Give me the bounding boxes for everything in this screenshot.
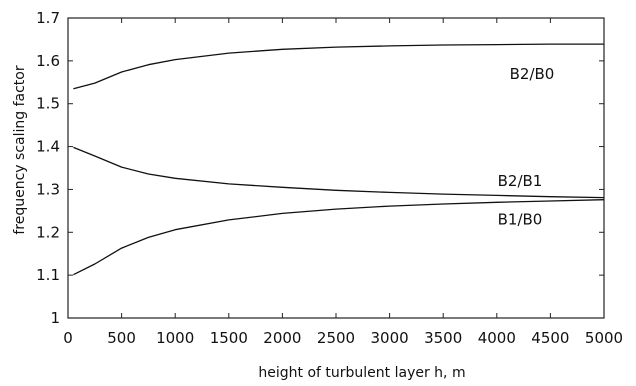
- y-tick-label: 1.5: [36, 95, 60, 113]
- y-tick-label: 1.7: [36, 9, 60, 27]
- x-tick-label: 2000: [263, 329, 301, 347]
- y-tick-label: 1.6: [36, 52, 60, 70]
- series-label-2: B1/B0: [498, 210, 543, 228]
- y-tick-label: 1.4: [36, 138, 60, 156]
- plot-frame: [67, 17, 605, 319]
- x-tick-label: 4000: [478, 329, 516, 347]
- x-tick-label: 3000: [371, 329, 409, 347]
- y-tick-label: 1.1: [36, 266, 60, 284]
- x-tick-label: 5000: [585, 329, 623, 347]
- series-line-0: [73, 43, 604, 90]
- x-tick-label: 1500: [210, 329, 248, 347]
- series-line-1: [73, 146, 605, 199]
- x-tick-label: 2500: [317, 329, 355, 347]
- series-label-1: B2/B1: [498, 172, 543, 190]
- x-tick-label: 0: [63, 329, 73, 347]
- y-tick-label: 1: [50, 309, 60, 327]
- x-tick-label: 4500: [531, 329, 569, 347]
- y-axis-title: frequency scaling factor: [12, 65, 28, 234]
- series-line-2: [73, 199, 605, 276]
- x-tick-label: 3500: [424, 329, 462, 347]
- y-tick-label: 1.3: [36, 180, 60, 198]
- y-tick-label: 1.2: [36, 223, 60, 241]
- x-tick-label: 500: [107, 329, 136, 347]
- series-label-0: B2/B0: [510, 65, 555, 83]
- x-axis-title: height of turbulent layer h, m: [258, 365, 465, 381]
- x-tick-label: 1000: [156, 329, 194, 347]
